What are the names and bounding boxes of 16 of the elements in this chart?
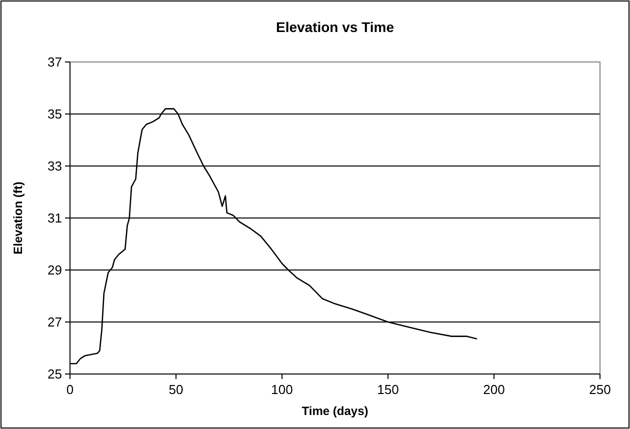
y-tick-label: 25 xyxy=(48,366,62,382)
y-axis-title: Elevation (ft) xyxy=(11,182,25,254)
x-tick-label: 150 xyxy=(377,382,399,397)
x-axis-title: Time (days) xyxy=(302,404,368,418)
x-tick-label: 100 xyxy=(271,382,293,397)
y-tick-label: 27 xyxy=(48,314,62,330)
x-tick-label: 250 xyxy=(589,382,611,397)
y-tick-label: 33 xyxy=(48,158,62,174)
chart-title: Elevation vs Time xyxy=(276,19,394,35)
y-tick-label: 37 xyxy=(48,54,62,70)
x-tick-label: 200 xyxy=(483,382,505,397)
y-tick-label: 31 xyxy=(48,210,62,226)
y-tick-label: 29 xyxy=(48,262,62,278)
y-tick-label: 35 xyxy=(48,106,62,122)
x-tick-label: 0 xyxy=(66,382,74,397)
x-tick-label: 50 xyxy=(168,382,184,397)
